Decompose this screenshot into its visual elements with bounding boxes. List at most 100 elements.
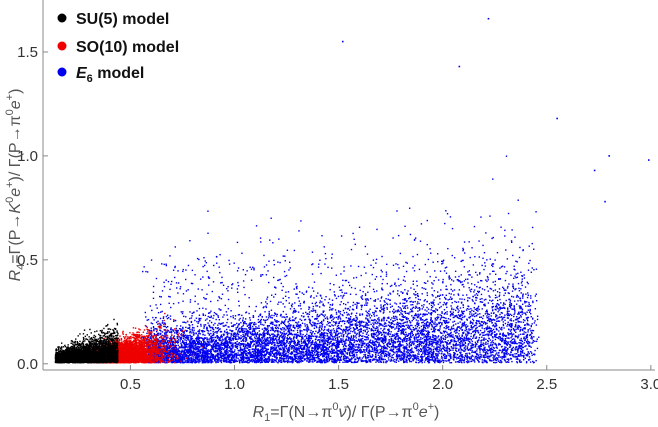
data-point — [382, 339, 384, 342]
data-point — [175, 351, 177, 354]
data-point — [349, 332, 351, 334]
data-point — [424, 329, 426, 332]
data-point — [176, 351, 179, 354]
data-point — [313, 327, 316, 329]
data-point — [407, 318, 410, 320]
data-point — [386, 303, 389, 306]
data-point — [287, 324, 290, 327]
data-point — [514, 236, 516, 238]
data-point — [510, 304, 513, 307]
data-point — [401, 357, 404, 359]
data-point — [202, 349, 205, 351]
data-point — [255, 355, 258, 357]
data-point — [365, 344, 368, 347]
data-point — [436, 346, 438, 349]
data-point — [494, 338, 497, 341]
data-point — [436, 319, 438, 321]
data-point — [408, 312, 410, 314]
data-point — [241, 352, 244, 354]
data-point — [361, 304, 363, 307]
data-point — [175, 357, 177, 359]
data-point — [368, 327, 370, 330]
data-point — [183, 350, 186, 352]
data-point — [403, 302, 406, 304]
data-point — [430, 351, 432, 353]
data-point — [388, 333, 390, 335]
data-point — [211, 359, 213, 362]
data-point — [267, 331, 269, 333]
data-point — [238, 323, 241, 325]
data-point — [425, 313, 427, 315]
data-point — [387, 351, 389, 353]
data-point — [423, 300, 426, 302]
data-point — [490, 347, 493, 349]
data-point — [343, 322, 346, 325]
data-point — [284, 323, 286, 326]
data-point — [391, 284, 393, 287]
data-point — [324, 361, 326, 363]
data-point — [311, 273, 314, 275]
data-point — [310, 337, 313, 340]
data-point — [353, 317, 355, 320]
data-point — [526, 340, 528, 343]
data-point — [361, 335, 363, 337]
data-point — [348, 354, 351, 356]
data-point — [378, 337, 380, 339]
data-point — [221, 276, 223, 279]
data-point — [329, 358, 332, 360]
data-point — [254, 350, 256, 352]
data-point — [355, 314, 357, 317]
data-point — [460, 274, 462, 276]
data-point — [465, 278, 467, 281]
data-point — [501, 337, 504, 339]
data-point — [428, 359, 430, 362]
data-point — [529, 361, 532, 363]
data-point — [189, 344, 192, 346]
data-point — [502, 318, 504, 320]
data-point — [339, 332, 342, 334]
data-point — [359, 331, 361, 333]
data-point — [512, 346, 515, 349]
data-point — [279, 335, 281, 338]
data-point — [461, 322, 464, 324]
data-point — [506, 325, 508, 327]
data-point — [420, 356, 423, 358]
data-point — [170, 340, 173, 342]
data-point — [458, 342, 461, 344]
data-point — [375, 353, 377, 356]
data-point — [457, 311, 459, 314]
data-point — [530, 351, 532, 353]
data-point — [282, 303, 284, 305]
data-point — [421, 321, 423, 324]
data-point — [270, 316, 272, 319]
data-point — [416, 323, 418, 325]
data-point — [307, 357, 309, 360]
data-point — [281, 361, 283, 364]
data-point — [193, 332, 195, 335]
data-point — [499, 337, 502, 339]
data-point — [191, 362, 194, 364]
data-point — [336, 358, 339, 360]
data-point — [413, 342, 415, 345]
data-point — [363, 304, 366, 306]
data-point — [447, 326, 450, 328]
data-point — [266, 303, 268, 305]
data-point — [319, 345, 322, 347]
data-point — [461, 314, 463, 317]
data-point — [335, 352, 337, 354]
data-point — [411, 307, 414, 309]
data-point — [271, 333, 273, 336]
data-point — [270, 309, 273, 311]
data-point — [484, 351, 486, 353]
data-point — [412, 283, 414, 285]
data-point — [244, 318, 247, 320]
data-point — [392, 360, 394, 362]
data-point — [382, 349, 385, 351]
data-point — [206, 340, 209, 343]
data-point — [518, 355, 520, 357]
data-point — [376, 290, 378, 292]
data-point — [198, 319, 200, 321]
data-point — [496, 296, 498, 299]
data-point — [423, 361, 426, 363]
data-point — [362, 342, 364, 344]
